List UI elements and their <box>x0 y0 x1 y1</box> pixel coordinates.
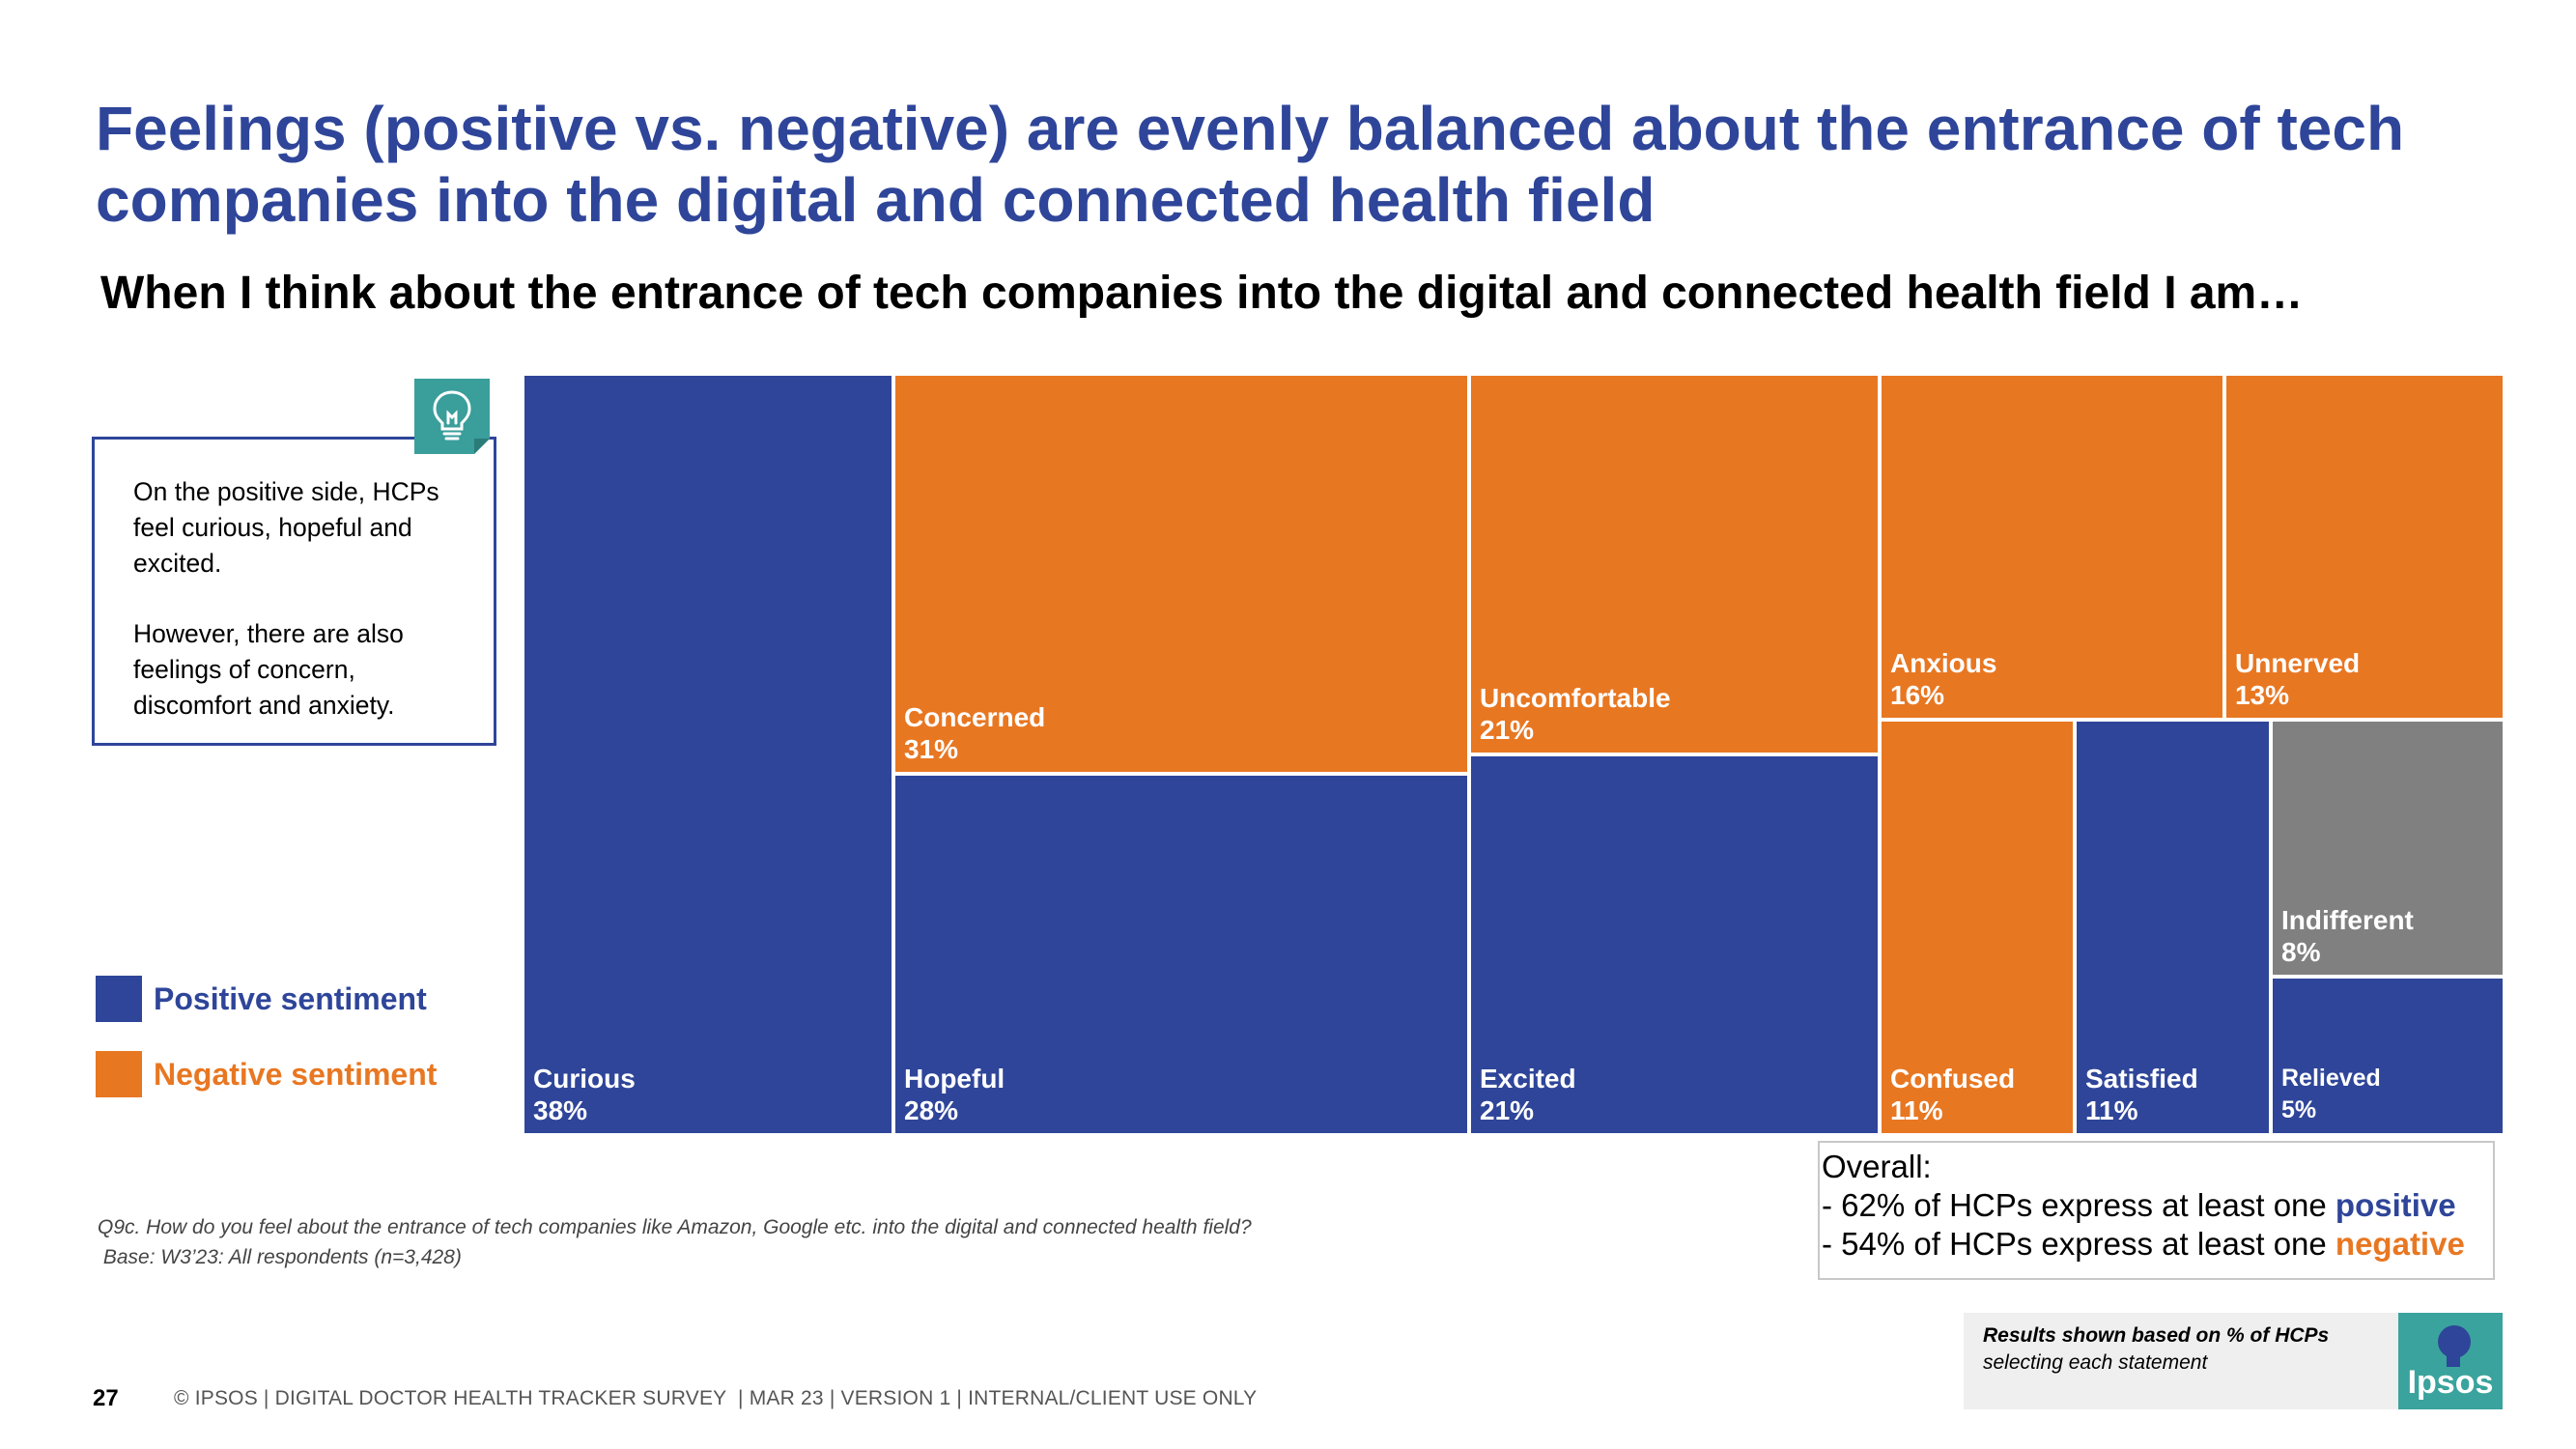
treemap-label: Concerned 31% <box>904 701 1045 765</box>
treemap-label-value: 38% <box>533 1095 588 1125</box>
treemap-tile-excited: Excited 21% <box>1469 754 1880 1135</box>
treemap-label: Anxious 16% <box>1890 647 1996 711</box>
treemap-label-value: 11% <box>2085 1095 2138 1125</box>
source-note: Q9c. How do you feel about the entrance … <box>98 1212 1252 1272</box>
treemap-label: Uncomfortable 21% <box>1480 682 1671 746</box>
insight-callout: On the positive side, HCPs feel curious,… <box>92 437 496 746</box>
treemap-tile-uncomfortable: Uncomfortable 21% <box>1469 374 1880 754</box>
results-note-bold: Results shown based on % of HCPs <box>1983 1324 2330 1347</box>
treemap-label: Excited 21% <box>1480 1063 1576 1126</box>
legend-negative-label: Negative sentiment <box>154 1056 438 1092</box>
treemap-label: Satisfied 11% <box>2085 1063 2198 1126</box>
callout-positive-text: On the positive side, HCPs feel curious,… <box>133 477 439 578</box>
ipsos-logo-mark-icon <box>2438 1325 2471 1367</box>
treemap-label-name: Relieved <box>2281 1065 2381 1092</box>
overall-negative-line: - 54% of HCPs express at least one negat… <box>1822 1226 2465 1262</box>
overall-summary-box: Overall: - 62% of HCPs express at least … <box>1818 1141 2495 1280</box>
treemap-label: Confused 11% <box>1890 1063 2015 1126</box>
legend-positive-label: Positive sentiment <box>154 980 427 1016</box>
treemap-label-name: Excited <box>1480 1064 1576 1094</box>
footer-text: © IPSOS | DIGITAL DOCTOR HEALTH TRACKER … <box>174 1387 1258 1409</box>
treemap-tile-anxious: Anxious 16% <box>1880 374 2224 720</box>
treemap-label-name: Concerned <box>904 702 1046 732</box>
results-note-text: selecting each statement <box>1983 1351 2208 1374</box>
results-note: Results shown based on % of HCPs selecti… <box>1964 1313 2403 1409</box>
treemap-tile-hopeful: Hopeful 28% <box>893 774 1469 1135</box>
overall-heading: Overall: <box>1822 1149 1932 1184</box>
positive-keyword: positive <box>2335 1187 2456 1223</box>
treemap-label-value: 31% <box>904 734 959 764</box>
page-title: Feelings (positive vs. negative) are eve… <box>96 94 2405 235</box>
treemap-label: Hopeful 28% <box>904 1063 1005 1126</box>
ipsos-logo-text: Ipsos <box>2407 1364 2494 1401</box>
legend-negative-swatch <box>96 1051 142 1097</box>
treemap-label-name: Hopeful <box>904 1064 1005 1094</box>
legend-positive-swatch <box>96 976 142 1022</box>
treemap-label-value: 16% <box>1890 680 1945 710</box>
treemap-tile-relieved: Relieved 5% <box>2271 977 2505 1135</box>
treemap-label-name: Indifferent <box>2281 905 2414 935</box>
lightbulb-icon <box>414 379 490 454</box>
treemap-label: Curious 38% <box>533 1063 636 1126</box>
treemap-label-name: Uncomfortable <box>1480 683 1671 713</box>
negative-keyword: negative <box>2335 1226 2465 1262</box>
treemap-label-value: 28% <box>904 1095 959 1125</box>
treemap-tile-satisfied: Satisfied 11% <box>2075 720 2271 1135</box>
sentiment-treemap: Curious 38% Concerned 31% Hopeful 28% Uncomfor… <box>523 374 2505 1135</box>
treemap-label-value: 21% <box>1480 1095 1535 1125</box>
treemap-label: Unnerved 13% <box>2235 647 2360 711</box>
legend-negative: Negative sentiment <box>96 1050 437 1098</box>
treemap-tile-confused: Confused 11% <box>1880 720 2075 1135</box>
source-base: Base: W3’23: All respondents (n=3,428) <box>98 1246 462 1268</box>
treemap-label-name: Satisfied <box>2085 1064 2198 1094</box>
treemap-label-value: 11% <box>1890 1095 1943 1125</box>
source-question: Q9c. How do you feel about the entrance … <box>98 1216 1252 1238</box>
legend-positive: Positive sentiment <box>96 975 427 1023</box>
treemap-label-value: 5% <box>2281 1096 2317 1123</box>
treemap-tile-unnerved: Unnerved 13% <box>2224 374 2505 720</box>
treemap-tile-curious: Curious 38% <box>523 374 893 1135</box>
callout-negative-text: However, there are also feelings of conc… <box>133 619 404 720</box>
treemap-label-value: 13% <box>2235 680 2290 710</box>
overall-positive-line: - 62% of HCPs express at least one posit… <box>1822 1187 2456 1223</box>
treemap-tile-concerned: Concerned 31% <box>893 374 1469 774</box>
treemap-label-name: Anxious <box>1890 648 1997 678</box>
chart-subtitle: When I think about the entrance of tech … <box>100 268 2304 319</box>
page-number: 27 <box>93 1385 119 1411</box>
treemap-label-name: Confused <box>1890 1064 2016 1094</box>
treemap-label: Relieved 5% <box>2281 1063 2381 1126</box>
treemap-label-value: 8% <box>2281 937 2321 967</box>
treemap-label-value: 21% <box>1480 715 1535 745</box>
treemap-label-name: Curious <box>533 1064 636 1094</box>
treemap-tile-indifferent: Indifferent 8% <box>2271 720 2505 977</box>
ipsos-logo: Ipsos <box>2398 1313 2503 1409</box>
treemap-label-name: Unnerved <box>2235 648 2361 678</box>
treemap-label: Indifferent 8% <box>2281 904 2414 968</box>
